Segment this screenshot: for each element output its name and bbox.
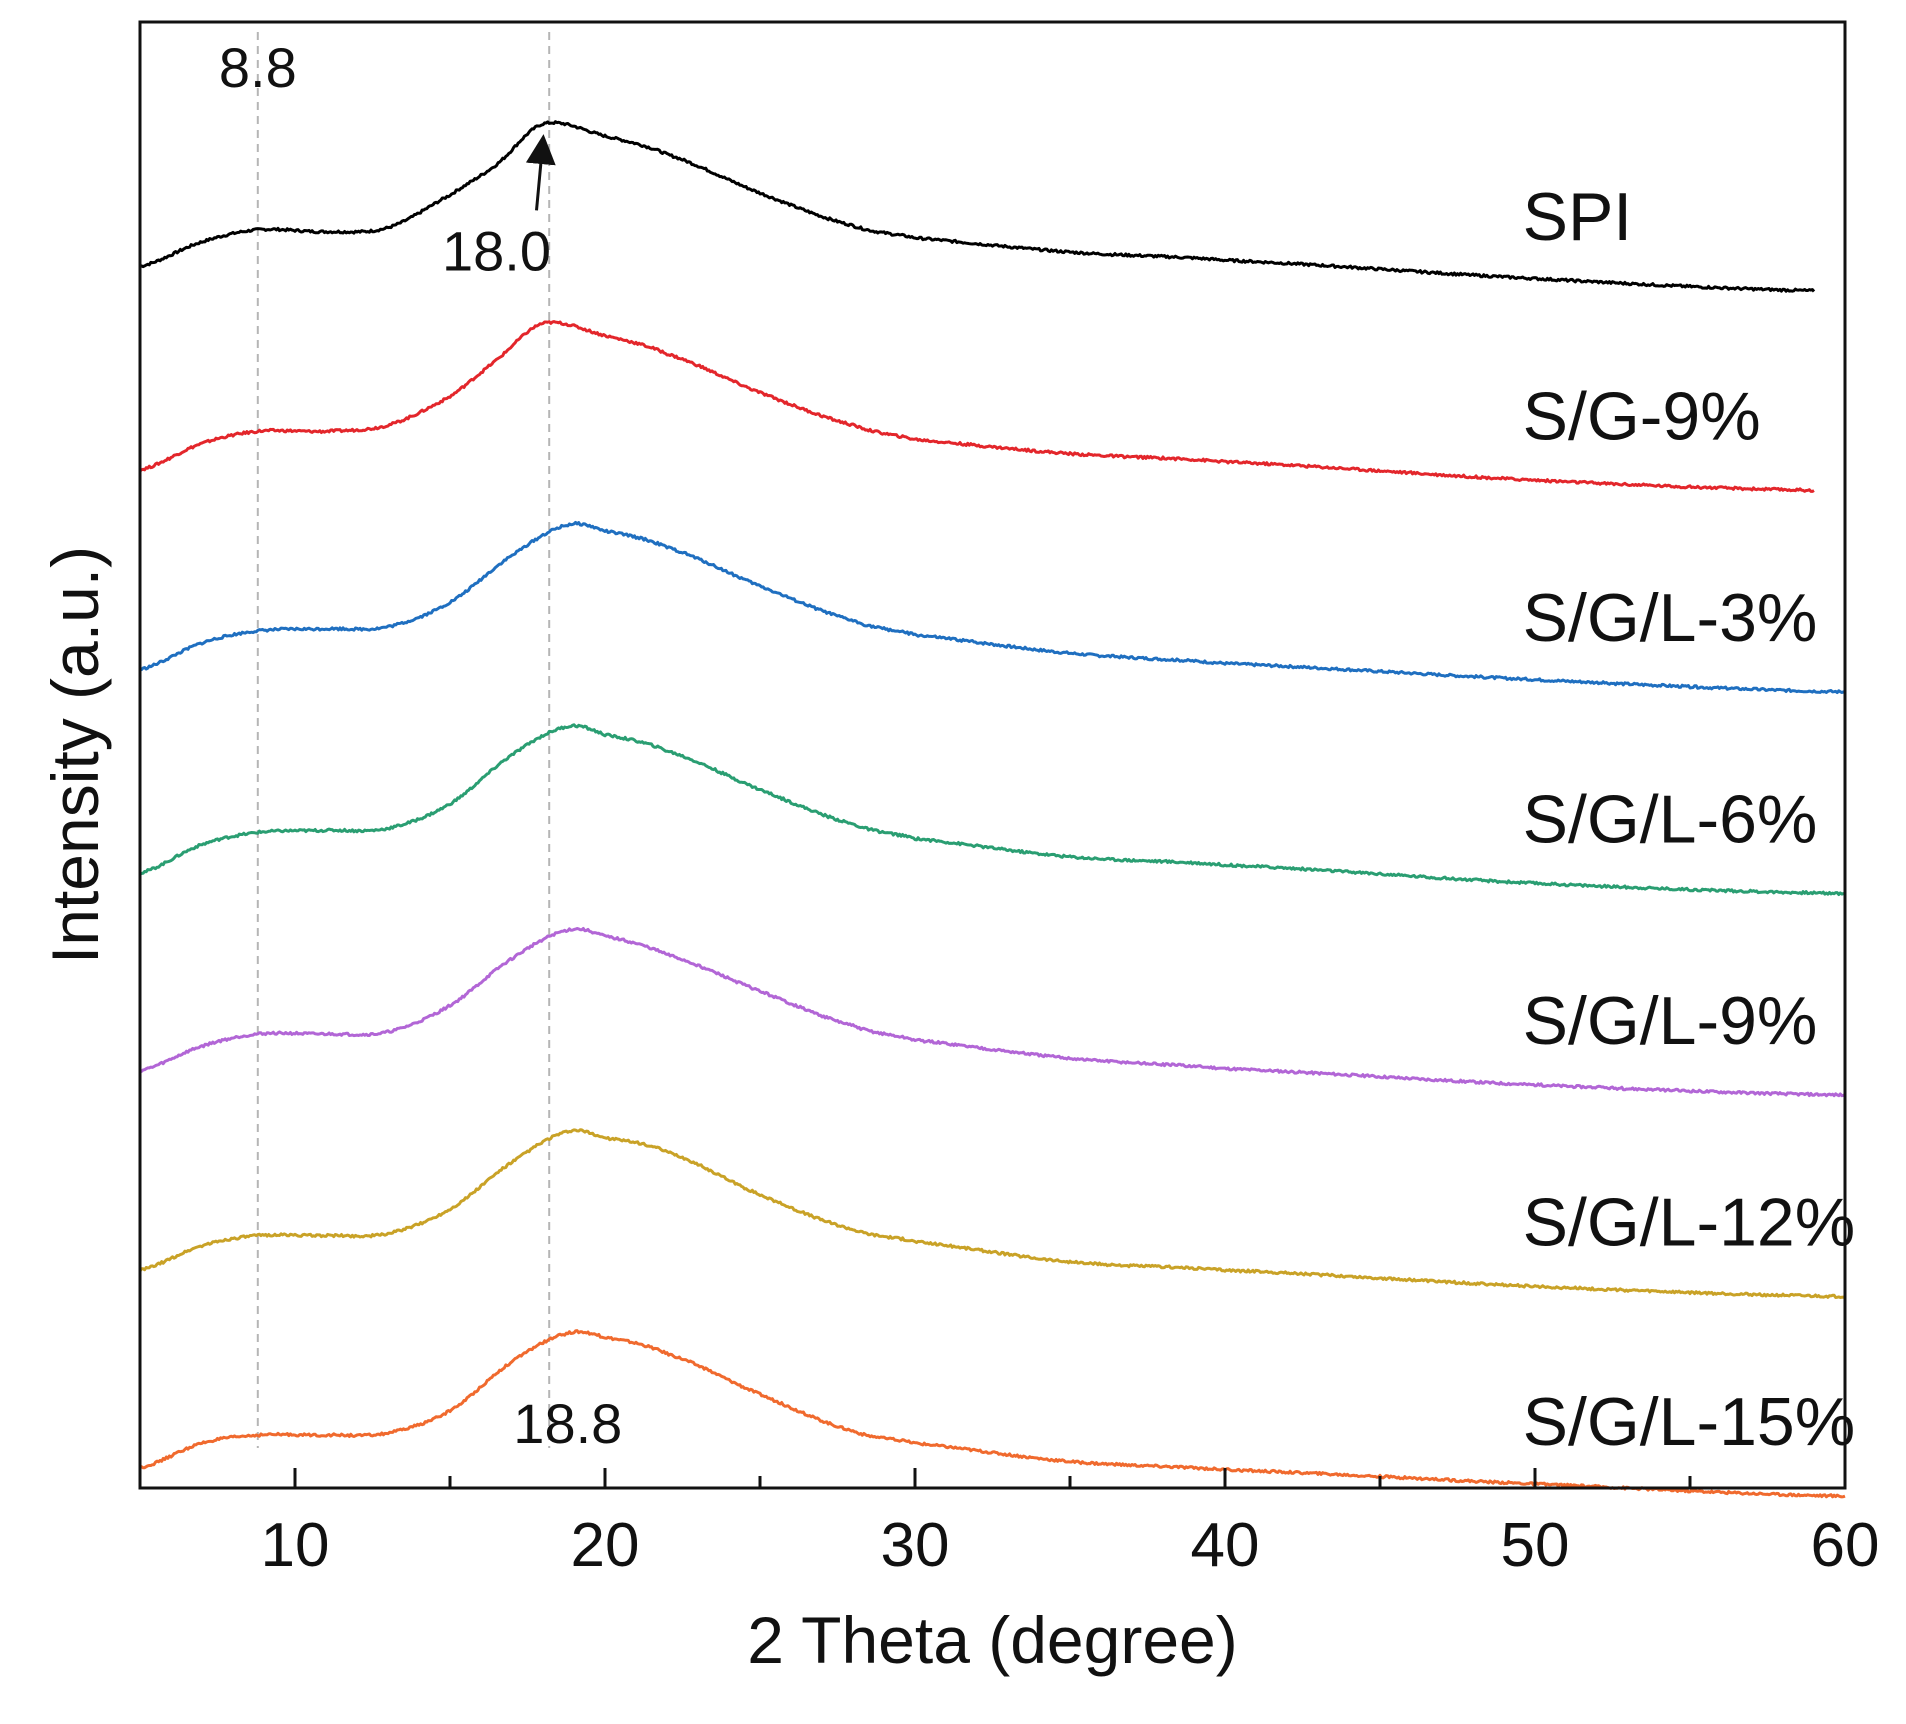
series-label-6: S/G/L-15% — [1523, 1384, 1856, 1460]
series-line-0 — [139, 120, 1816, 293]
series-line-3 — [139, 723, 1846, 896]
series-line-4 — [139, 927, 1846, 1098]
x-tick-label: 30 — [881, 1511, 950, 1580]
reference-lines — [256, 32, 551, 1448]
series-label-3: S/G/L-6% — [1523, 782, 1818, 858]
series-line-5 — [138, 1128, 1846, 1299]
series-label-5: S/G/L-12% — [1523, 1185, 1856, 1261]
x-tick-label: 20 — [571, 1511, 640, 1580]
series-label-0: SPI — [1523, 179, 1633, 255]
annotation-arrow — [525, 134, 556, 211]
series-label-1: S/G-9% — [1523, 378, 1761, 454]
x-tick-label: 10 — [261, 1511, 330, 1580]
series-line-2 — [139, 520, 1846, 695]
series-label-2: S/G/L-3% — [1523, 580, 1818, 656]
y-axis-label: Intensity (a.u.) — [38, 546, 112, 964]
annotations: 8.8 18.0 18.8 — [219, 36, 622, 1455]
series-line-1 — [139, 320, 1815, 493]
x-tick-label: 40 — [1191, 1511, 1260, 1580]
series-line-6 — [139, 1329, 1846, 1499]
annotation-label-1: 18.0 — [442, 219, 551, 282]
x-ticks: 10 20 30 40 50 60 — [261, 1468, 1880, 1580]
series-label-4: S/G/L-9% — [1523, 983, 1818, 1059]
axes — [138, 20, 1847, 1490]
series-group — [138, 120, 1846, 1499]
x-axis-label: 2 Theta (degree) — [747, 1603, 1237, 1677]
annotation-label-0: 8.8 — [219, 36, 297, 99]
series-labels: SPI S/G-9% S/G/L-3% S/G/L-6% S/G/L-9% S/G/L-1… — [1523, 179, 1856, 1460]
x-tick-label: 50 — [1501, 1511, 1570, 1580]
plot-frame — [138, 20, 1847, 1490]
x-tick-label: 60 — [1811, 1511, 1880, 1580]
annotation-label-2: 18.8 — [513, 1392, 622, 1455]
